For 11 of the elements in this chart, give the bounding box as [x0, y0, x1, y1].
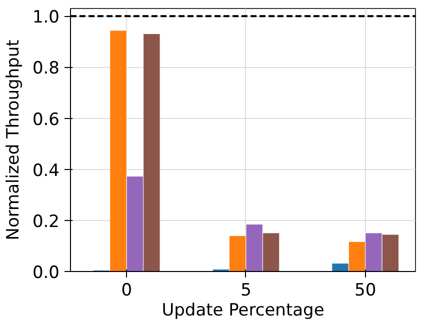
y-tick-label: 1.0 — [32, 8, 60, 28]
x-tick-label: 5 — [240, 280, 252, 300]
y-axis-title: Normalized Throughput — [3, 39, 24, 240]
y-tick-label: 0.4 — [32, 160, 60, 181]
y-tick-label: 0.2 — [32, 212, 60, 232]
y-tick-label: 0.8 — [32, 58, 60, 79]
y-tick-label: 0.0 — [32, 263, 60, 283]
y-tick-label: 0.6 — [32, 110, 60, 130]
x-tick-label: 0 — [121, 280, 132, 300]
x-axis-title: Update Percentage — [162, 300, 324, 320]
x-tick-label: 50 — [354, 280, 376, 300]
